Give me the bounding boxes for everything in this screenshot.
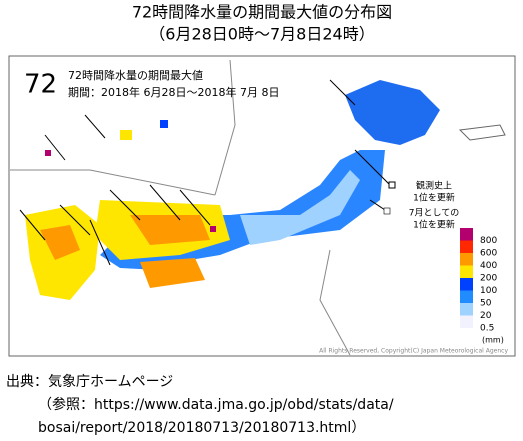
- legend-unit: (mm): [482, 336, 504, 345]
- legend-swatch: [460, 315, 473, 328]
- map-heading: 72時間降水量の期間最大値: [68, 68, 203, 82]
- legend-label: 800: [480, 236, 497, 246]
- legend-label: 200: [480, 274, 497, 284]
- marker-record: [388, 181, 396, 189]
- legend-swatch: [460, 228, 473, 241]
- legend: 800 600 400 200 100 50 20 0.5 (mm): [460, 228, 504, 345]
- annotation-line: 1位を更新: [413, 219, 455, 231]
- legend-label: 0.5: [480, 324, 494, 334]
- map-period: 期間：2018年 6月28日～2018年 7月 8日: [68, 85, 279, 99]
- land: [25, 80, 506, 300]
- source-line: bosai/report/2018/20180713/20180713.html…: [38, 420, 365, 436]
- title: 72時間降水量の期間最大値の分布図: [132, 3, 392, 22]
- legend-swatch: [460, 290, 473, 303]
- legend-swatch: [460, 303, 473, 316]
- legend-label: 50: [480, 299, 492, 309]
- annotation-line: 7月としての: [409, 208, 459, 219]
- legend-swatch: [460, 278, 473, 291]
- map-decor: [10, 59, 351, 356]
- legend-label: 20: [480, 311, 492, 321]
- annotation-line: 観測史上: [416, 180, 452, 192]
- annotation-line: 1位を更新: [413, 192, 455, 204]
- marker-lines: [19, 79, 391, 266]
- legend-swatch: [460, 240, 473, 253]
- marker-july: [383, 207, 391, 215]
- legend-swatch: [460, 253, 473, 266]
- map-frame: [8, 55, 516, 357]
- legend-swatch: [460, 265, 473, 278]
- legend-label: 400: [480, 261, 497, 271]
- legend-label: 100: [480, 286, 497, 296]
- legend-label: 600: [480, 249, 497, 259]
- map-number: 72: [24, 70, 57, 100]
- source-line: （参照：https://www.data.jma.go.jp/obd/stats…: [38, 396, 394, 413]
- copyright: All Rights Reserved, Copyright(C) Japan …: [319, 348, 508, 355]
- source-line: 出典：気象庁ホームページ: [6, 374, 173, 390]
- subtitle: （6月28日0時～7月8日24時）: [149, 25, 374, 44]
